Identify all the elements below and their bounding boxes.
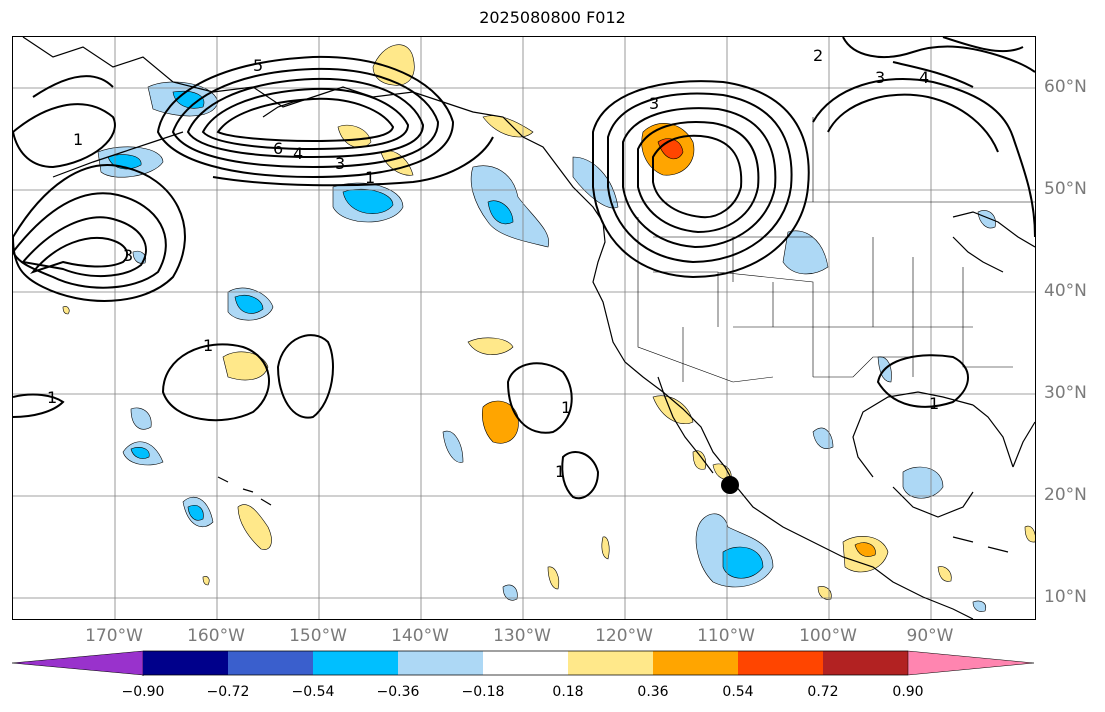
colorbar-tick-label: −0.54 xyxy=(291,684,335,700)
lat-label: 60°N xyxy=(1044,77,1087,97)
colorbar-segment xyxy=(568,651,653,675)
lon-label: 90°W xyxy=(906,626,954,646)
colorbar-tick-label: −0.90 xyxy=(121,684,165,700)
shaded-anomalies xyxy=(62,44,1035,612)
map-panel: 5 6 4 3 1 3 3 4 2 1 1 1 1 1 3 1 xyxy=(12,36,1036,620)
lon-label: 110°W xyxy=(697,626,755,646)
colorbar-segment xyxy=(483,651,568,675)
contours xyxy=(13,37,1035,500)
lat-label: 20°N xyxy=(1044,485,1087,505)
contour-label: 1 xyxy=(365,168,375,187)
colorbar-segment xyxy=(907,650,1035,676)
colorbar-tick-label: 0.72 xyxy=(807,684,839,700)
contour-label: 3 xyxy=(875,68,885,87)
contour-label: 3 xyxy=(123,246,133,265)
lon-label: 120°W xyxy=(595,626,653,646)
contour-label: 3 xyxy=(649,94,659,113)
lon-label: 140°W xyxy=(391,626,449,646)
colorbar-segment xyxy=(143,651,228,675)
map-svg: 5 6 4 3 1 3 3 4 2 1 1 1 1 1 3 1 xyxy=(13,37,1035,619)
coastlines xyxy=(22,37,1035,619)
colorbar-segment xyxy=(823,651,908,675)
colorbar-segment xyxy=(653,651,738,675)
colorbar-tick-label: 0.54 xyxy=(722,684,754,700)
lon-label: 170°W xyxy=(85,626,143,646)
contour-label: 1 xyxy=(73,130,83,149)
lat-label: 40°N xyxy=(1044,281,1087,301)
contour-label: 1 xyxy=(555,462,565,481)
contour-label: 4 xyxy=(919,68,929,87)
colorbar-segment xyxy=(398,651,483,675)
contour-label: 1 xyxy=(561,398,571,417)
map-title: 2025080800 F012 xyxy=(479,8,626,27)
contour-label: 1 xyxy=(929,394,939,413)
lon-label: 150°W xyxy=(289,626,347,646)
point-marker xyxy=(721,476,739,494)
colorbar xyxy=(12,650,1035,676)
contour-label: 3 xyxy=(335,154,345,173)
colorbar-tick-label: 0.18 xyxy=(552,684,584,700)
lon-label: 130°W xyxy=(493,626,551,646)
colorbar-tick-label: −0.18 xyxy=(461,684,505,700)
colorbar-segment xyxy=(313,651,398,675)
contour-label: 1 xyxy=(203,336,213,355)
lon-label: 160°W xyxy=(187,626,245,646)
state-borders xyxy=(613,117,1035,383)
colorbar-tick-label: −0.36 xyxy=(376,684,420,700)
colorbar-tick-label: 0.36 xyxy=(637,684,669,700)
contour-label: 4 xyxy=(293,144,303,163)
colorbar-tick-label: 0.90 xyxy=(892,684,924,700)
lat-label: 50°N xyxy=(1044,179,1087,199)
contour-label-group: 5 6 4 3 1 3 3 4 2 1 1 1 1 1 3 1 xyxy=(47,46,939,481)
colorbar-segment xyxy=(738,651,823,675)
lat-label: 30°N xyxy=(1044,383,1087,403)
contour-label: 5 xyxy=(253,56,263,75)
colorbar-tick-label: −0.72 xyxy=(206,684,250,700)
contour-label: 6 xyxy=(273,139,283,158)
lon-label: 100°W xyxy=(799,626,857,646)
colorbar-segment xyxy=(12,650,144,676)
gridlines xyxy=(13,37,1035,619)
contour-label: 1 xyxy=(47,388,57,407)
lat-label: 10°N xyxy=(1044,587,1087,607)
colorbar-segment xyxy=(228,651,313,675)
contour-label: 2 xyxy=(813,46,823,65)
